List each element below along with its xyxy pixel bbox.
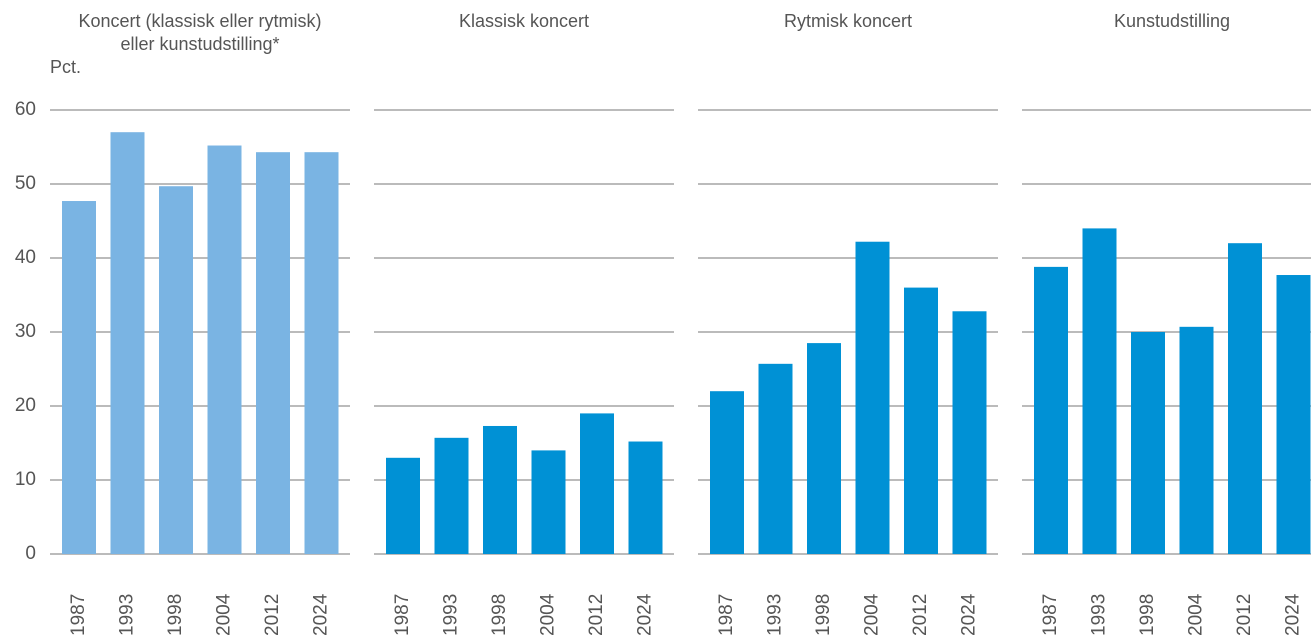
x-tick-label: 2012: [910, 594, 931, 636]
bar: [1034, 266, 1068, 554]
x-tick-label: 1987: [392, 594, 413, 636]
x-tick-label: 1998: [813, 594, 834, 636]
bar: [628, 441, 663, 554]
x-tick-label: 1987: [68, 594, 89, 636]
y-tick-label: 10: [15, 469, 36, 490]
bar: [386, 457, 420, 554]
bar: [531, 450, 566, 554]
x-tick-label: 2012: [586, 594, 607, 636]
x-tick-label: 1998: [489, 594, 510, 636]
bar: [62, 201, 96, 554]
bar: [159, 186, 193, 554]
panel-title: Koncert (klassisk eller rytmisk): [78, 11, 321, 31]
panel-title: eller kunstudstilling*: [120, 34, 279, 54]
x-tick-label: 2004: [1186, 593, 1207, 636]
bar: [1179, 326, 1214, 554]
x-tick-label: 1993: [117, 594, 138, 636]
y-tick-label: 60: [15, 99, 36, 120]
y-tick-label: 40: [15, 247, 36, 268]
x-tick-label: 1998: [1137, 594, 1158, 636]
panel-title: Rytmisk koncert: [784, 11, 912, 31]
panel-title: Kunstudstilling: [1114, 11, 1230, 31]
bar: [110, 132, 145, 554]
x-tick-label: 1993: [1089, 594, 1110, 636]
bar: [483, 425, 517, 554]
bar: [207, 145, 242, 554]
bar: [807, 343, 841, 554]
x-tick-label: 2004: [862, 593, 883, 636]
x-tick-label: 2012: [1234, 594, 1255, 636]
bar: [758, 363, 793, 554]
x-tick-label: 1993: [765, 594, 786, 636]
panel-title: Klassisk koncert: [459, 11, 589, 31]
y-axis-label: Pct.: [50, 57, 81, 77]
bar: [1228, 243, 1262, 554]
bar: [710, 391, 744, 554]
bar: [580, 413, 614, 554]
y-tick-label: 30: [15, 321, 36, 342]
x-tick-label: 1987: [716, 594, 737, 636]
x-tick-label: 2024: [1283, 593, 1304, 636]
x-tick-label: 2012: [262, 594, 283, 636]
bar: [1131, 332, 1165, 554]
y-tick-label: 20: [15, 395, 36, 416]
bar: [1276, 275, 1311, 554]
bar: [855, 241, 890, 554]
bar: [904, 287, 938, 554]
bar: [952, 311, 987, 554]
x-tick-label: 2024: [635, 593, 656, 636]
y-tick-label: 50: [15, 173, 36, 194]
x-tick-label: 2004: [538, 593, 559, 636]
x-tick-label: 1998: [165, 594, 186, 636]
x-tick-label: 2024: [311, 593, 332, 636]
bar: [434, 437, 469, 554]
x-tick-label: 1987: [1040, 594, 1061, 636]
x-tick-label: 2024: [959, 593, 980, 636]
bar: [304, 152, 339, 554]
x-tick-label: 2004: [214, 593, 235, 636]
x-tick-label: 1993: [441, 594, 462, 636]
bar: [256, 152, 290, 554]
bar: [1082, 228, 1117, 554]
y-tick-label: 0: [25, 543, 36, 564]
